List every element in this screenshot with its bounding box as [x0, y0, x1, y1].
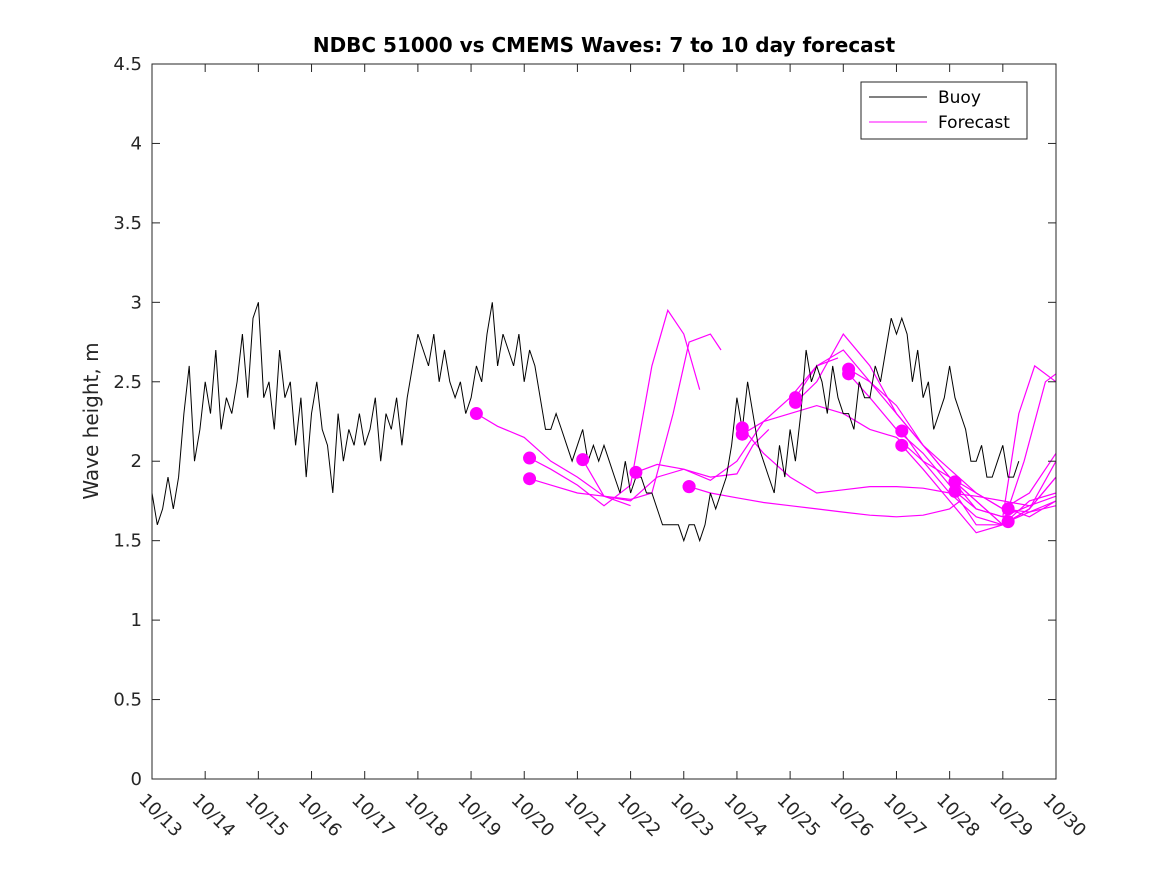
forecast-start-point [1001, 502, 1015, 516]
forecast-start-point [735, 427, 749, 441]
y-tick-label: 4 [131, 133, 142, 154]
forecast-line [1007, 500, 1057, 518]
forecast-start-point [948, 484, 962, 498]
forecast-start-point [576, 453, 590, 467]
forecast-start-markers [469, 362, 1015, 529]
y-tick-label: 1.5 [113, 531, 142, 552]
forecast-start-point [682, 480, 696, 494]
legend-forecast-label: Forecast [938, 113, 1010, 133]
forecast-start-point [895, 438, 909, 452]
forecast-start-point [1001, 515, 1015, 529]
forecast-line [529, 333, 722, 501]
plot-area [152, 64, 1056, 779]
forecast-line [901, 444, 1057, 534]
y-axis-label: Wave height, m [79, 342, 103, 499]
legend-box [860, 81, 1028, 140]
forecast-start-point [842, 367, 856, 381]
chart-title: NDBC 51000 vs CMEMS Waves: 7 to 10 day f… [313, 33, 896, 57]
legend: Buoy Forecast [860, 81, 1028, 140]
forecast-start-point [629, 465, 643, 479]
buoy-line [151, 302, 1020, 543]
y-tick-label: 0 [131, 769, 142, 790]
y-tick-label: 2 [131, 451, 142, 472]
y-axis-ticks: 0 0.5 1 1.5 2 2.5 3 3.5 4 4.5 [113, 54, 1056, 790]
forecast-line [635, 357, 839, 481]
plot-frame [151, 63, 1057, 780]
y-tick-label: 3 [131, 292, 142, 313]
forecast-start-point [948, 475, 962, 489]
y-tick-label: 0.5 [113, 690, 142, 711]
y-tick-label: 1 [131, 610, 142, 631]
forecast-line [688, 486, 961, 518]
forecast-start-point [788, 395, 802, 409]
forecast-start-point [523, 451, 537, 465]
y-tick-label: 4.5 [113, 54, 142, 75]
y-tick-label: 2.5 [113, 372, 142, 393]
forecast-line [529, 308, 701, 507]
forecast-line [954, 490, 1057, 518]
forecast-start-point [523, 472, 537, 486]
forecast-line [848, 364, 1057, 518]
forecast-line [1007, 505, 1057, 523]
forecast-start-point [895, 424, 909, 438]
y-tick-label: 3.5 [113, 213, 142, 234]
forecast-start-point [469, 407, 483, 421]
legend-buoy-label: Buoy [938, 88, 981, 108]
